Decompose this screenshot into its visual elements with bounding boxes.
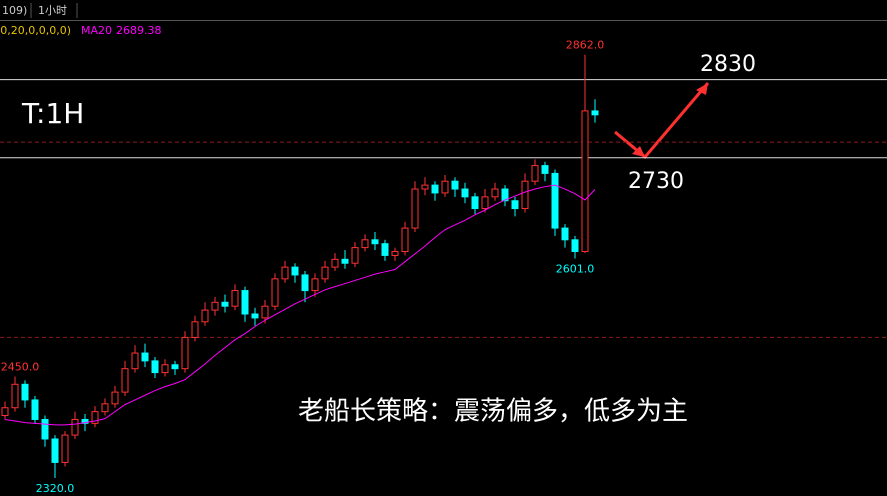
extreme-label: 2320.0 — [36, 482, 75, 495]
extreme-label: 2601.0 — [556, 263, 595, 276]
candle-body — [171, 364, 179, 370]
candle-body — [581, 110, 589, 253]
extreme-label: 2450.0 — [1, 360, 40, 373]
candle-body — [381, 243, 389, 256]
candle-body — [461, 188, 469, 198]
tab[interactable]: 109) — [2, 4, 27, 17]
candle-body — [81, 418, 89, 424]
candle-body — [131, 352, 139, 370]
candle-body — [551, 172, 559, 229]
level-label: 2730 — [628, 169, 684, 194]
candle-body — [431, 184, 439, 194]
candle-body — [61, 434, 69, 463]
candle-body — [11, 383, 19, 409]
candle-body — [391, 251, 399, 256]
candle-body — [241, 290, 249, 315]
candle-body — [271, 278, 279, 307]
candle-body — [181, 336, 189, 370]
candle-body — [141, 352, 149, 362]
candle-body — [331, 258, 339, 268]
candle-body — [101, 403, 109, 413]
candle-body — [561, 227, 569, 241]
candle-body — [441, 180, 449, 194]
candle-body — [231, 290, 239, 307]
candle-body — [521, 180, 529, 210]
candle-body — [201, 309, 209, 323]
candle-body — [451, 180, 459, 190]
candle-body — [531, 165, 539, 182]
candle-body — [351, 247, 359, 264]
candle-body — [541, 165, 549, 174]
candle-body — [511, 200, 519, 210]
candle-body — [71, 418, 79, 436]
candle-body — [151, 360, 159, 374]
ma-line — [4, 184, 596, 426]
candle-body — [321, 266, 329, 280]
candle-body — [291, 266, 299, 276]
indicator-params: (0,20,0,0,0,0) — [0, 24, 71, 37]
candle-body — [471, 196, 479, 210]
candle-body — [491, 188, 499, 198]
candle-body — [41, 418, 49, 440]
candle-body — [591, 110, 599, 116]
candle-body — [421, 184, 429, 190]
extreme-label: 2862.0 — [566, 39, 605, 52]
candle-body — [401, 227, 409, 253]
candle-body — [371, 239, 379, 245]
candle-body — [361, 239, 369, 249]
candle-body — [1, 407, 9, 417]
candle-body — [51, 438, 59, 463]
ma-legend-value: 2689.38 — [116, 24, 162, 37]
candle-body — [91, 411, 99, 424]
candle-body — [111, 391, 119, 405]
candle-body — [411, 188, 419, 229]
candle-body — [121, 368, 129, 393]
candle-body — [211, 301, 219, 311]
candle-body — [21, 383, 29, 401]
candle-body — [161, 364, 169, 374]
candle-body — [261, 305, 269, 319]
tab[interactable]: 1小时 — [38, 4, 67, 17]
candle-body — [221, 301, 229, 307]
ma-legend-name: MA20 — [81, 24, 112, 37]
candle-body — [311, 278, 319, 292]
candle-body — [481, 196, 489, 210]
candle-body — [31, 399, 39, 420]
candle-body — [341, 258, 349, 264]
candle-body — [571, 239, 579, 253]
candle-body — [251, 313, 259, 319]
level-label: 2830 — [700, 52, 756, 77]
candle-body — [301, 274, 309, 292]
candle-body — [281, 266, 289, 280]
caption: 老船长策略：震荡偏多，低多为主 — [298, 397, 688, 427]
candle-body — [501, 188, 509, 202]
timeframe-label: T:1H — [21, 97, 84, 130]
forecast-arrow — [614, 82, 710, 160]
candle-body — [191, 321, 199, 338]
